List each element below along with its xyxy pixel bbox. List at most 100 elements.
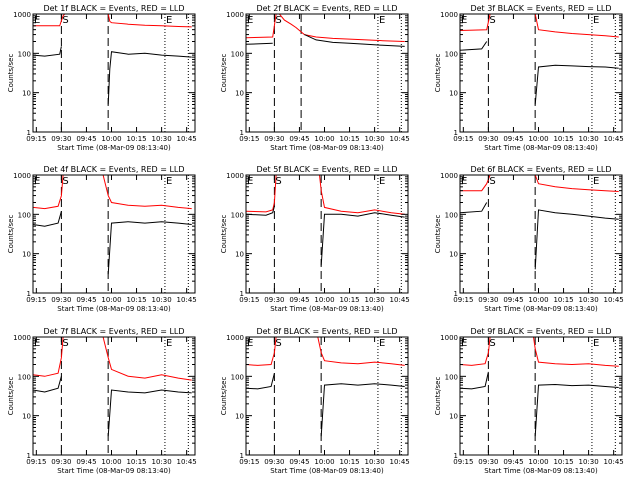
event-marker-label: E bbox=[461, 15, 467, 26]
chart-title: Det 8f BLACK = Events, RED = LLD bbox=[256, 327, 397, 336]
plot-frame bbox=[459, 336, 623, 456]
y-tick-label: 100 bbox=[18, 50, 31, 58]
chart-panel: Det 9f BLACK = Events, RED = LLD 1 10 100 10… bbox=[434, 327, 624, 475]
x-tick-label: 10:30 bbox=[152, 296, 172, 304]
chart-title: Det 7f BLACK = Events, RED = LLD bbox=[43, 327, 184, 336]
y-tick-label: 10 bbox=[449, 251, 458, 259]
y-tick-label: 1 bbox=[27, 290, 31, 298]
x-tick-label: 09:45 bbox=[503, 458, 523, 466]
event-marker-label: E bbox=[461, 176, 467, 187]
y-tick-label: 10 bbox=[22, 413, 31, 421]
x-tick-label: 10:30 bbox=[579, 458, 599, 466]
event-marker-label: E bbox=[379, 338, 385, 349]
x-tick-label: 10:15 bbox=[553, 458, 573, 466]
plot-frame bbox=[459, 13, 623, 133]
y-tick-label: 10 bbox=[449, 90, 458, 98]
x-tick-label: 09:15 bbox=[239, 458, 259, 466]
x-tick-label: 10:30 bbox=[152, 135, 172, 143]
chart-panel: Det 3f BLACK = Events, RED = LLD 1 10 100 10… bbox=[434, 4, 624, 152]
series-group bbox=[33, 175, 192, 275]
plot-frame bbox=[245, 13, 409, 133]
y-tick-label: 10 bbox=[235, 413, 244, 421]
y-tick-label: 10 bbox=[235, 251, 244, 259]
y-tick-label: 1 bbox=[27, 452, 31, 460]
series-line-lld bbox=[460, 175, 619, 192]
series-line-lld bbox=[33, 175, 192, 210]
series-group bbox=[246, 175, 405, 266]
event-marker-label: S bbox=[489, 176, 495, 187]
x-tick-label: 10:30 bbox=[579, 296, 599, 304]
chart-title: Det 4f BLACK = Events, RED = LLD bbox=[43, 165, 184, 174]
event-marker-label: E bbox=[166, 338, 172, 349]
event-marker-label: E bbox=[593, 176, 599, 187]
x-tick-label: 09:15 bbox=[239, 296, 259, 304]
x-tick-label: 09:30 bbox=[478, 296, 498, 304]
x-tick-label: 10:15 bbox=[126, 296, 146, 304]
chart-title: Det 6f BLACK = Events, RED = LLD bbox=[470, 165, 611, 174]
x-tick-label: 09:30 bbox=[51, 458, 71, 466]
plot-frame bbox=[245, 174, 409, 294]
series-group bbox=[246, 337, 405, 437]
y-tick-label: 1000 bbox=[13, 172, 31, 180]
series-line-events bbox=[246, 373, 405, 437]
x-tick-label: 10:15 bbox=[553, 135, 573, 143]
event-marker-label: S bbox=[62, 15, 68, 26]
x-tick-label: 09:45 bbox=[289, 135, 309, 143]
x-tick-label: 10:30 bbox=[579, 135, 599, 143]
x-tick-label: 09:45 bbox=[289, 296, 309, 304]
y-tick-label: 1000 bbox=[440, 11, 458, 19]
x-tick-label: 10:45 bbox=[390, 135, 410, 143]
x-axis-label: Start Time (08-Mar-09 08:13:40) bbox=[270, 305, 384, 313]
x-tick-label: 10:45 bbox=[604, 296, 624, 304]
plot-frame bbox=[32, 13, 196, 133]
x-tick-label: 09:30 bbox=[51, 296, 71, 304]
x-tick-label: 09:45 bbox=[76, 296, 96, 304]
chart-panel: Det 7f BLACK = Events, RED = LLD 1 10 100 10… bbox=[7, 327, 197, 475]
x-tick-label: 10:15 bbox=[126, 135, 146, 143]
y-tick-label: 100 bbox=[231, 211, 244, 219]
x-tick-label: 09:30 bbox=[264, 296, 284, 304]
event-marker-label: E bbox=[247, 15, 253, 26]
y-axis-label: Counts/sec bbox=[7, 215, 15, 254]
y-tick-label: 1 bbox=[240, 452, 244, 460]
chart-title: Det 5f BLACK = Events, RED = LLD bbox=[256, 165, 397, 174]
chart-panel: Det 2f BLACK = Events, RED = LLD 1 10 100 10… bbox=[220, 4, 410, 152]
x-tick-label: 10:15 bbox=[126, 458, 146, 466]
x-tick-label: 09:15 bbox=[26, 296, 46, 304]
event-marker-label: E bbox=[247, 338, 253, 349]
x-tick-label: 09:15 bbox=[453, 135, 473, 143]
x-tick-label: 09:45 bbox=[76, 135, 96, 143]
y-tick-label: 1 bbox=[454, 129, 458, 137]
x-axis-label: Start Time (08-Mar-09 08:13:40) bbox=[57, 467, 171, 475]
x-tick-label: 10:15 bbox=[553, 296, 573, 304]
x-tick-label: 09:15 bbox=[26, 458, 46, 466]
series-line-events bbox=[460, 371, 619, 437]
y-axis-label: Counts/sec bbox=[7, 54, 15, 93]
y-tick-label: 1000 bbox=[226, 334, 244, 342]
y-tick-label: 1000 bbox=[440, 172, 458, 180]
x-tick-label: 10:30 bbox=[152, 458, 172, 466]
y-tick-label: 100 bbox=[445, 373, 458, 381]
x-tick-label: 10:45 bbox=[177, 296, 197, 304]
event-marker-label: S bbox=[489, 338, 495, 349]
y-tick-label: 100 bbox=[18, 211, 31, 219]
x-tick-label: 09:45 bbox=[503, 296, 523, 304]
series-line-events bbox=[33, 376, 192, 437]
y-tick-label: 1 bbox=[240, 290, 244, 298]
series-line-lld bbox=[33, 14, 192, 28]
x-tick-label: 10:00 bbox=[101, 296, 121, 304]
event-marker-label: E bbox=[166, 15, 172, 26]
event-marker-label: E bbox=[593, 338, 599, 349]
x-axis-label: Start Time (08-Mar-09 08:13:40) bbox=[57, 305, 171, 313]
x-tick-label: 10:45 bbox=[390, 458, 410, 466]
plot-frame bbox=[459, 174, 623, 294]
x-tick-label: 10:45 bbox=[604, 458, 624, 466]
x-tick-label: 10:15 bbox=[339, 458, 359, 466]
x-tick-label: 10:45 bbox=[177, 135, 197, 143]
x-axis-label: Start Time (08-Mar-09 08:13:40) bbox=[270, 467, 384, 475]
x-tick-label: 10:00 bbox=[528, 458, 548, 466]
chart-panel: Det 4f BLACK = Events, RED = LLD 1 10 100 10… bbox=[7, 165, 197, 313]
series-group bbox=[33, 14, 192, 105]
chart-panel: Det 8f BLACK = Events, RED = LLD 1 10 100 10… bbox=[220, 327, 410, 475]
